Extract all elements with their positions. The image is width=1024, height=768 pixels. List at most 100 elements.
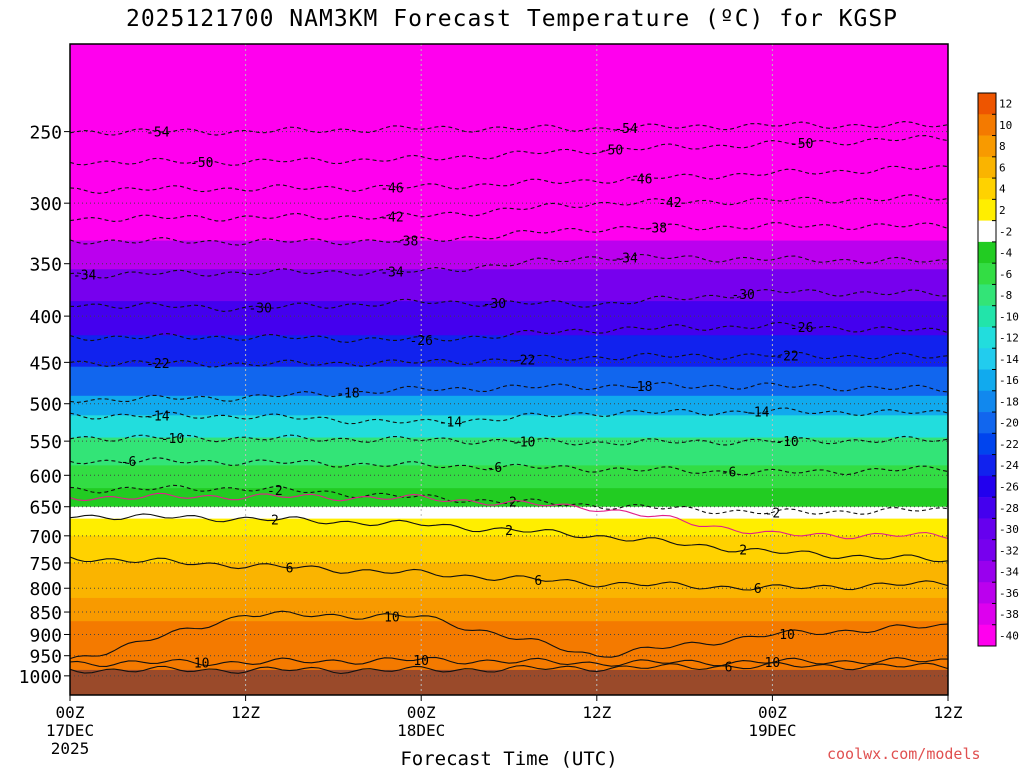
colorbar-label: 10 bbox=[999, 119, 1012, 132]
y-tick-label: 500 bbox=[29, 395, 62, 416]
colorbar-label: 6 bbox=[999, 161, 1006, 174]
colorbar-label: -10 bbox=[999, 310, 1019, 323]
contour-label: -50 bbox=[790, 137, 813, 152]
colorbar-label: -22 bbox=[999, 438, 1019, 451]
colorbar-label: -20 bbox=[999, 417, 1019, 430]
temperature-band bbox=[70, 562, 948, 599]
temperature-band bbox=[70, 621, 948, 648]
contour-label: -38 bbox=[644, 222, 667, 237]
colorbar-label: 4 bbox=[999, 183, 1006, 196]
contour-label: -14 bbox=[439, 415, 463, 430]
y-tick-label: 300 bbox=[29, 194, 62, 215]
colorbar-label: -38 bbox=[999, 608, 1019, 621]
contour-label: -50 bbox=[190, 156, 213, 171]
colorbar-label: -4 bbox=[999, 247, 1013, 260]
contour-label: -34 bbox=[614, 251, 638, 266]
contour-label: -42 bbox=[380, 210, 403, 225]
contour-label: 2 bbox=[271, 514, 279, 529]
y-tick-label: 450 bbox=[29, 353, 62, 374]
colorbar-swatch bbox=[978, 326, 996, 349]
colorbar-label: -36 bbox=[999, 587, 1019, 600]
contour-label: 2 bbox=[739, 544, 747, 559]
colorbar-swatch bbox=[978, 263, 996, 285]
y-tick-label: 750 bbox=[29, 554, 62, 575]
colorbar-swatch bbox=[978, 582, 996, 604]
contour--2 bbox=[69, 484, 949, 515]
y-tick-label: 850 bbox=[29, 603, 62, 624]
colorbar-swatch bbox=[978, 241, 996, 264]
colorbar-swatch bbox=[978, 454, 996, 477]
temperature-band bbox=[70, 240, 948, 270]
colorbar-swatch bbox=[978, 135, 996, 158]
contour-label: 6 bbox=[286, 561, 294, 576]
contour-label: -6 bbox=[487, 461, 503, 476]
temperature-band bbox=[70, 189, 948, 217]
colorbar-label: -28 bbox=[999, 502, 1019, 515]
contour--34 bbox=[69, 253, 949, 279]
x-tick-label: 12Z bbox=[582, 703, 611, 722]
colorbar: 12 10 8 6 4 2 -2 -4 -6 -8 -10 -12 -14 -16 -18 -20 -22 -24… bbox=[977, 92, 1019, 647]
contour-label: -34 bbox=[73, 269, 97, 284]
contour-label: -46 bbox=[629, 173, 652, 188]
contour-6 bbox=[69, 556, 949, 591]
y-axis: 2503003504004505005506006507007508008509… bbox=[19, 123, 70, 688]
contour-label: -30 bbox=[248, 302, 271, 317]
temperature-band bbox=[70, 161, 948, 191]
colorbar-swatch bbox=[978, 220, 996, 243]
y-tick-label: 600 bbox=[29, 466, 62, 487]
contour-label: -50 bbox=[600, 144, 623, 159]
contour--42 bbox=[69, 194, 949, 222]
colorbar-label: -24 bbox=[999, 459, 1019, 472]
contour-label: -34 bbox=[380, 266, 404, 281]
contour--22 bbox=[69, 351, 949, 368]
colorbar-label: 2 bbox=[999, 204, 1006, 217]
contour-label: 6 bbox=[534, 574, 542, 589]
temperature-band bbox=[70, 415, 948, 439]
y-tick-label: 400 bbox=[29, 307, 62, 328]
colorbar-swatch bbox=[978, 199, 996, 221]
ground-surface bbox=[70, 669, 948, 695]
contour-label: -10 bbox=[775, 435, 798, 450]
contour-label: -46 bbox=[380, 181, 403, 196]
colorbar-label: -14 bbox=[999, 353, 1019, 366]
colorbar-label: -18 bbox=[999, 395, 1019, 408]
plot-frame bbox=[69, 43, 949, 696]
colorbar-swatch bbox=[978, 348, 996, 370]
temperature-band bbox=[70, 335, 948, 368]
contour-label: -22 bbox=[775, 349, 798, 364]
contour-label: -18 bbox=[336, 387, 359, 402]
colorbar-swatch bbox=[978, 284, 996, 306]
y-tick-label: 550 bbox=[29, 432, 62, 453]
colorbar-swatch bbox=[978, 93, 996, 115]
contour-label: -2 bbox=[501, 496, 517, 511]
contour-6 bbox=[69, 662, 949, 675]
contour-label: -18 bbox=[629, 380, 652, 395]
temperature-band bbox=[70, 216, 948, 242]
contour-label: -10 bbox=[512, 435, 535, 450]
colorbar-label: -34 bbox=[999, 566, 1019, 579]
colorbar-label: -6 bbox=[999, 268, 1012, 281]
contour-label: -54 bbox=[614, 122, 638, 137]
colorbar-label: -40 bbox=[999, 629, 1019, 642]
contour-label: -30 bbox=[731, 288, 754, 303]
colorbar-swatch bbox=[978, 412, 996, 434]
temperature-band bbox=[70, 488, 948, 508]
colorbar-label: 8 bbox=[999, 140, 1006, 153]
temperature-band bbox=[70, 535, 948, 564]
y-tick-label: 250 bbox=[29, 123, 62, 144]
colorbar-label: -2 bbox=[999, 225, 1012, 238]
contour-0 bbox=[69, 492, 949, 540]
colorbar-swatch bbox=[978, 518, 996, 540]
temperature-band bbox=[70, 465, 948, 489]
x-tick-label: 00Z bbox=[407, 703, 436, 722]
colorbar-swatch bbox=[978, 497, 996, 519]
x-tick-date: 17DEC bbox=[46, 721, 94, 740]
contour--26 bbox=[69, 321, 949, 343]
x-tick-date: 19DEC bbox=[748, 721, 796, 740]
contour-label: -42 bbox=[658, 196, 681, 211]
colorbar-swatch bbox=[978, 178, 996, 200]
y-tick-label: 1000 bbox=[19, 667, 62, 688]
colorbar-swatch bbox=[978, 603, 996, 626]
temperature-bands bbox=[70, 44, 948, 671]
